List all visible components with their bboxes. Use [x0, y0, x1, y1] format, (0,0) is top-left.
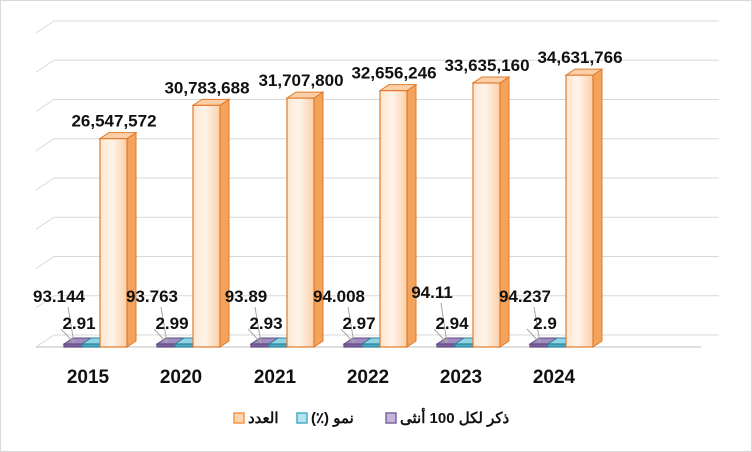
category-label: 2015: [67, 367, 110, 388]
category-axis: 2015 2020 2021 2022 2023 2024: [67, 367, 576, 388]
data-label-ratio: 94.11: [411, 283, 453, 302]
leader-line: [254, 306, 262, 344]
leader-line: [160, 306, 168, 344]
gridline-side: [35, 20, 55, 34]
data-label-count: 32,656,246: [351, 64, 436, 83]
bar-count: [285, 91, 325, 348]
data-label-growth: 2.9: [533, 314, 557, 333]
leader-line: [526, 328, 541, 344]
data-label-growth: 2.99: [155, 314, 188, 333]
leader-line: [153, 328, 168, 344]
leader-line: [440, 302, 448, 344]
gridline-side: [35, 99, 55, 112]
category-label: 2020: [160, 367, 202, 388]
data-label-growth: 2.91: [62, 314, 95, 333]
bar-count: [191, 98, 231, 348]
gridline-side: [35, 295, 55, 309]
leader-line: [247, 328, 262, 344]
data-label-count: 34,631,766: [537, 48, 622, 67]
bar-count: [98, 131, 138, 348]
gridline-side: [35, 256, 55, 269]
leader-line: [347, 306, 355, 344]
category-label: 2024: [533, 367, 576, 388]
legend-item: نمو (٪): [296, 410, 354, 427]
leader-line: [433, 328, 448, 344]
bars: [62, 68, 604, 348]
data-label-ratio: 93.89: [225, 287, 268, 306]
category-label: 2023: [440, 367, 482, 388]
bar-count: [378, 83, 418, 348]
data-label-ratio: 93.763: [126, 287, 178, 306]
data-label-growth: 2.93: [249, 314, 282, 333]
bar-count: [564, 68, 604, 348]
legend-label: نمو (٪): [311, 410, 354, 427]
legend-label: العدد: [248, 410, 279, 427]
leader-line: [340, 328, 355, 344]
data-label-ratio: 94.008: [313, 287, 365, 306]
leader-line: [60, 328, 75, 344]
legend-swatch: [296, 412, 308, 424]
legend-swatch: [385, 412, 397, 424]
legend-swatch: [233, 412, 245, 424]
data-label-ratio: 93.144: [33, 287, 86, 306]
data-label-ratio: 94.237: [499, 287, 551, 306]
data-label-count: 31,707,800: [258, 71, 343, 90]
data-label-count: 30,783,688: [164, 78, 249, 97]
legend-label: ذكر لكل 100 أنثى: [400, 407, 510, 427]
data-label-growth: 2.97: [342, 314, 375, 333]
gridline-side: [35, 216, 55, 230]
leader-line: [533, 306, 541, 344]
data-label-growth: 2.94: [435, 314, 469, 333]
gridline-side: [35, 59, 55, 73]
gridline-side: [35, 177, 55, 191]
legend-item: العدد: [233, 410, 279, 427]
leader-line: [67, 306, 75, 344]
data-labels: 26,547,57293.1442.9130,783,68893.7632.99…: [33, 48, 623, 344]
data-label-count: 26,547,572: [71, 112, 156, 131]
bar-count: [471, 76, 511, 348]
category-label: 2021: [254, 367, 297, 388]
data-label-count: 33,635,160: [444, 56, 529, 75]
gridline-side: [35, 334, 55, 348]
legend: العدد نمو (٪) ذكر لكل 100 أنثى: [233, 407, 510, 427]
legend-item: ذكر لكل 100 أنثى: [385, 407, 510, 427]
category-label: 2022: [347, 367, 389, 388]
gridline-side: [35, 138, 55, 152]
